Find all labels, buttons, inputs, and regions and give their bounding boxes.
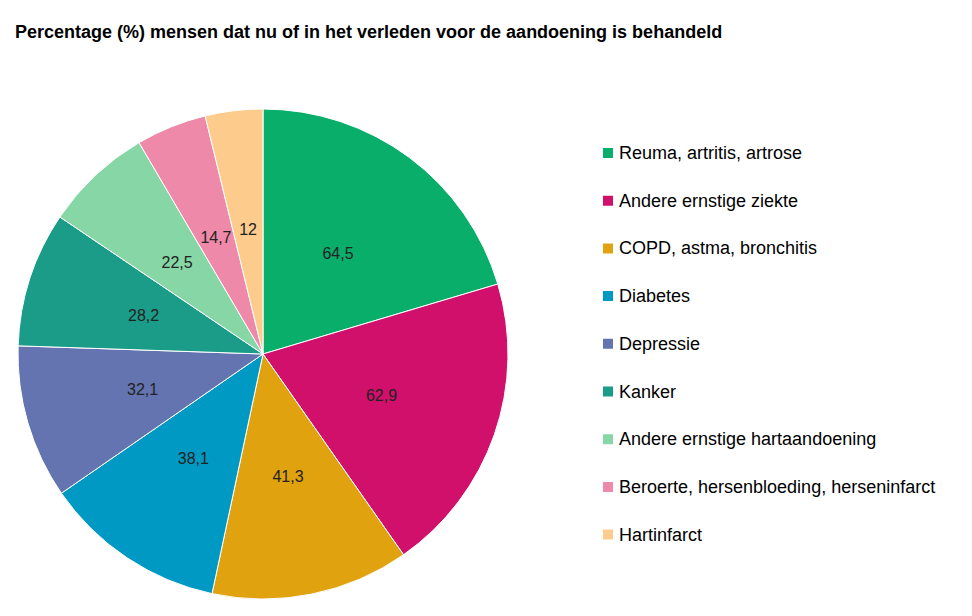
svg-text:Depressie: Depressie — [619, 334, 700, 354]
svg-text:Beroerte, hersenbloeding, hers: Beroerte, hersenbloeding, herseninfarct — [619, 477, 935, 497]
svg-text:Andere ernstige hartaandoening: Andere ernstige hartaandoening — [619, 429, 876, 449]
svg-text:Reuma, artritis, artrose: Reuma, artritis, artrose — [619, 143, 802, 163]
svg-text:12: 12 — [239, 221, 257, 238]
svg-text:Hartinfarct: Hartinfarct — [619, 525, 702, 545]
svg-text:38,1: 38,1 — [178, 450, 209, 467]
svg-text:Andere ernstige ziekte: Andere ernstige ziekte — [619, 191, 798, 211]
svg-text:64,5: 64,5 — [322, 245, 353, 262]
svg-text:14,7: 14,7 — [200, 229, 231, 246]
svg-text:62,9: 62,9 — [366, 387, 397, 404]
svg-text:22,5: 22,5 — [162, 254, 193, 271]
svg-text:28,2: 28,2 — [128, 307, 159, 324]
svg-text:Diabetes: Diabetes — [619, 286, 690, 306]
svg-text:32,1: 32,1 — [127, 381, 158, 398]
svg-text:Kanker: Kanker — [619, 382, 676, 402]
svg-text:COPD, astma, bronchitis: COPD, astma, bronchitis — [619, 238, 817, 258]
svg-text:41,3: 41,3 — [272, 468, 303, 485]
svg-text:Percentage (%) mensen dat nu o: Percentage (%) mensen dat nu of in het v… — [15, 22, 722, 42]
